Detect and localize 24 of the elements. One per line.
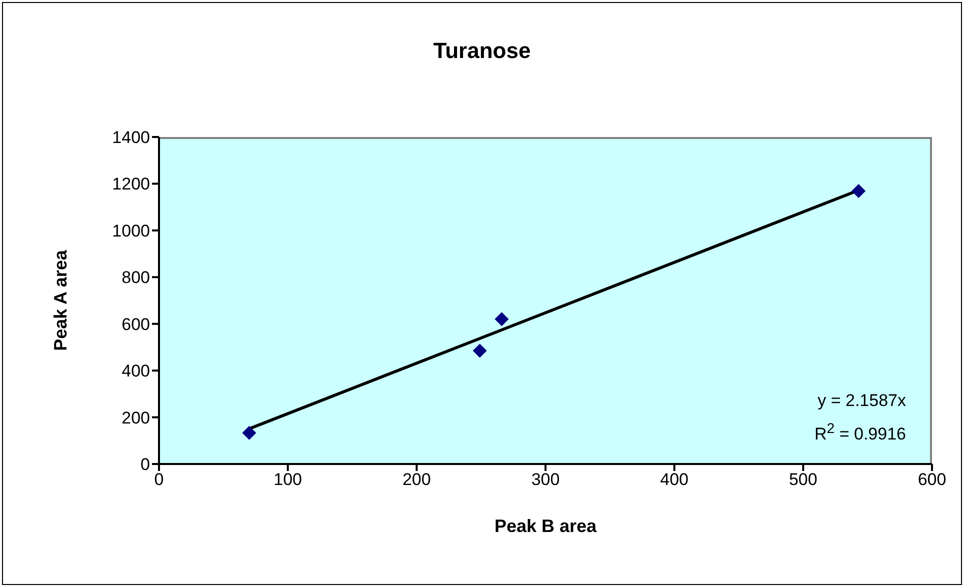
y-tick-label: 800 bbox=[122, 268, 150, 288]
y-tick-label: 1200 bbox=[112, 174, 150, 194]
y-tick-label: 1400 bbox=[112, 128, 150, 148]
y-tick-label: 0 bbox=[140, 455, 150, 474]
chart-title: Turanose bbox=[432, 38, 532, 64]
y-tick-label: 600 bbox=[122, 314, 150, 334]
annotation: R$^{2}$ = 0.9916 bbox=[814, 420, 906, 446]
x-tick-label: 200 bbox=[402, 470, 431, 490]
x-tick-label: 600 bbox=[918, 470, 946, 490]
y-axis-title: Peak A area bbox=[50, 249, 70, 351]
point bbox=[242, 426, 256, 440]
y-tick-label: 1000 bbox=[112, 221, 150, 240]
x-tick-label: 400 bbox=[660, 470, 689, 490]
y-tick-label: 400 bbox=[122, 362, 150, 381]
point bbox=[472, 344, 487, 358]
x-tick-label: 100 bbox=[274, 470, 302, 490]
x-tick-label: 0 bbox=[154, 470, 164, 490]
point bbox=[494, 312, 509, 326]
x-axis-title: Peak B area bbox=[494, 516, 598, 536]
x-tick-label: 300 bbox=[531, 470, 560, 490]
y-tick-label: 200 bbox=[122, 408, 150, 428]
annotation: y = 2.1587x bbox=[816, 390, 906, 412]
x-tick-label: 500 bbox=[788, 470, 818, 490]
point bbox=[852, 184, 866, 198]
